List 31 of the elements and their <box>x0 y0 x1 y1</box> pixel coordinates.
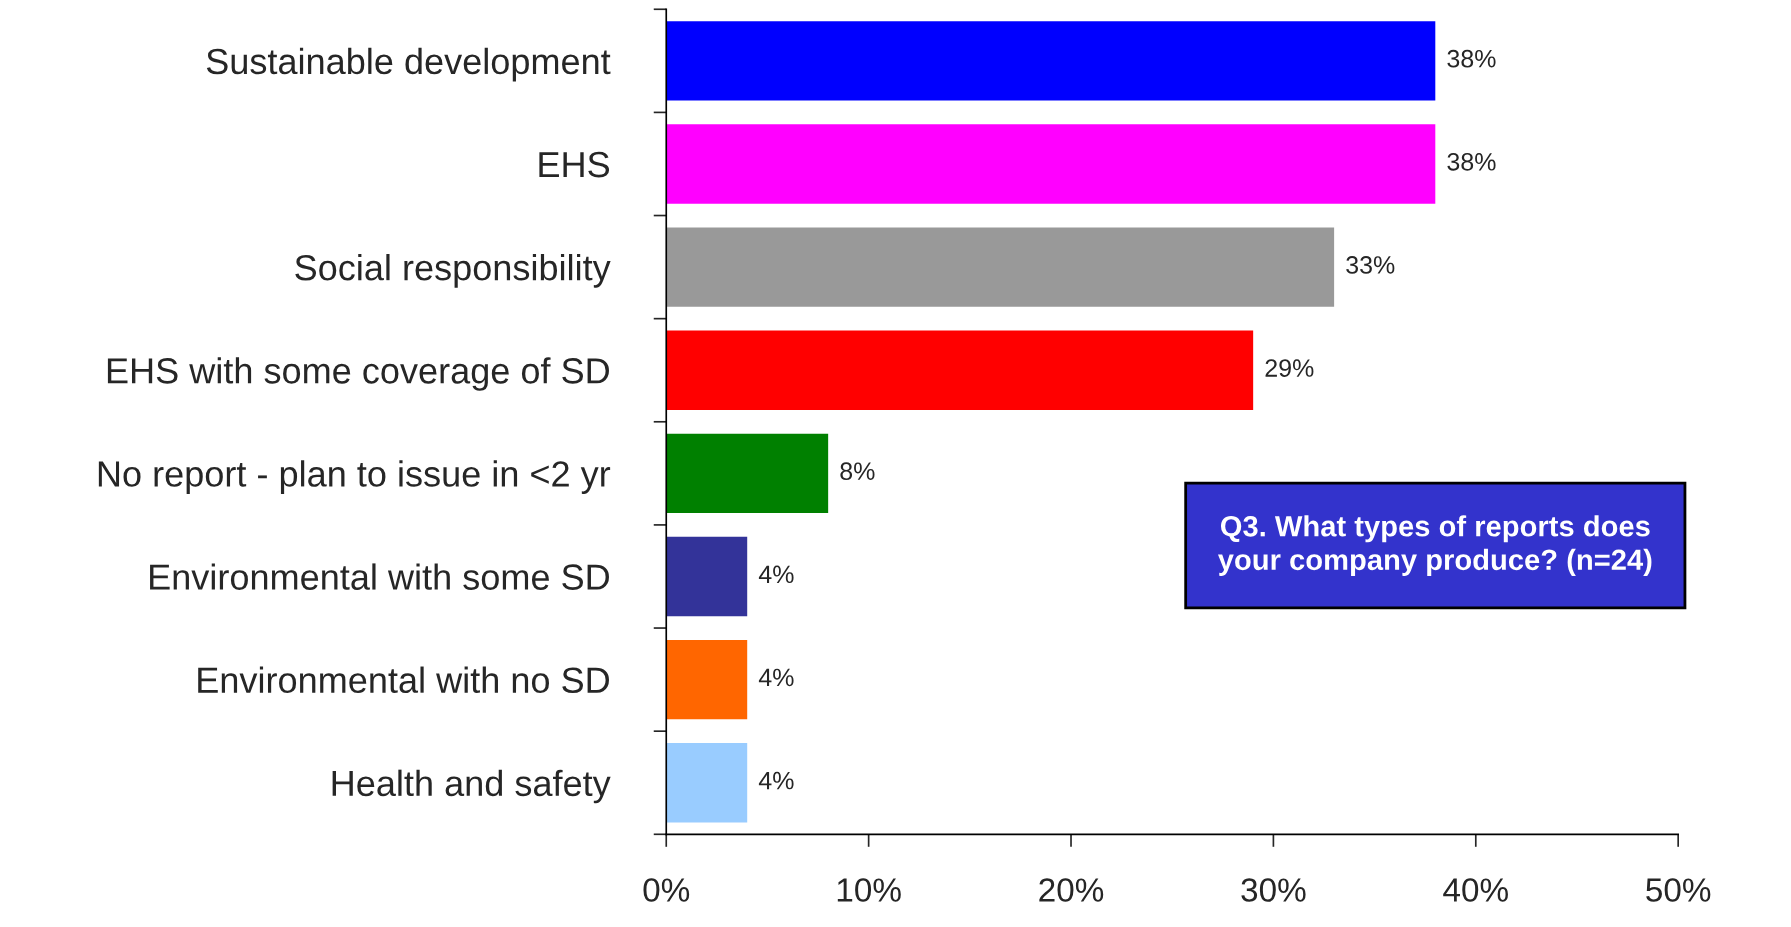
x-tick-label: 20% <box>1039 878 1104 902</box>
data-label: 4% <box>758 668 794 687</box>
bar <box>666 227 1335 307</box>
y-tick-label: No report - plan to issue in <2 yr <box>98 460 611 494</box>
data-label: 29% <box>1265 359 1314 377</box>
bar <box>666 330 1254 410</box>
data-label: 4% <box>758 771 794 790</box>
x-tick-label: 30% <box>1241 878 1306 902</box>
data-label: 38% <box>1447 49 1496 68</box>
data-label: 4% <box>758 565 794 584</box>
y-tick-label: EHS with some coverage of SD <box>107 357 609 391</box>
y-tick-label: EHS <box>539 151 610 178</box>
data-label: 33% <box>1346 256 1395 274</box>
x-tick-label: 40% <box>1443 878 1508 902</box>
bar <box>666 21 1436 101</box>
y-tick-label: Social responsibility <box>295 254 611 288</box>
data-label: 8% <box>840 462 875 481</box>
y-tick-label: Environmental with no SD <box>198 666 609 694</box>
bar <box>666 743 748 823</box>
bar <box>666 124 1436 204</box>
x-tick-label: 50% <box>1646 878 1711 902</box>
x-tick-label: 0% <box>643 878 690 902</box>
y-tick-label: Environmental with some SD <box>150 563 609 590</box>
bar <box>666 536 748 617</box>
y-tick-label: Sustainable development <box>206 47 611 82</box>
data-label: 38% <box>1447 152 1496 171</box>
annotation: Q3. What types of reports does your company produce? (n=24) <box>1217 515 1652 576</box>
x-tick-label: 10% <box>837 878 901 902</box>
y-tick-label: Health and safety <box>332 769 611 804</box>
bar <box>666 639 748 720</box>
bar <box>666 433 829 514</box>
